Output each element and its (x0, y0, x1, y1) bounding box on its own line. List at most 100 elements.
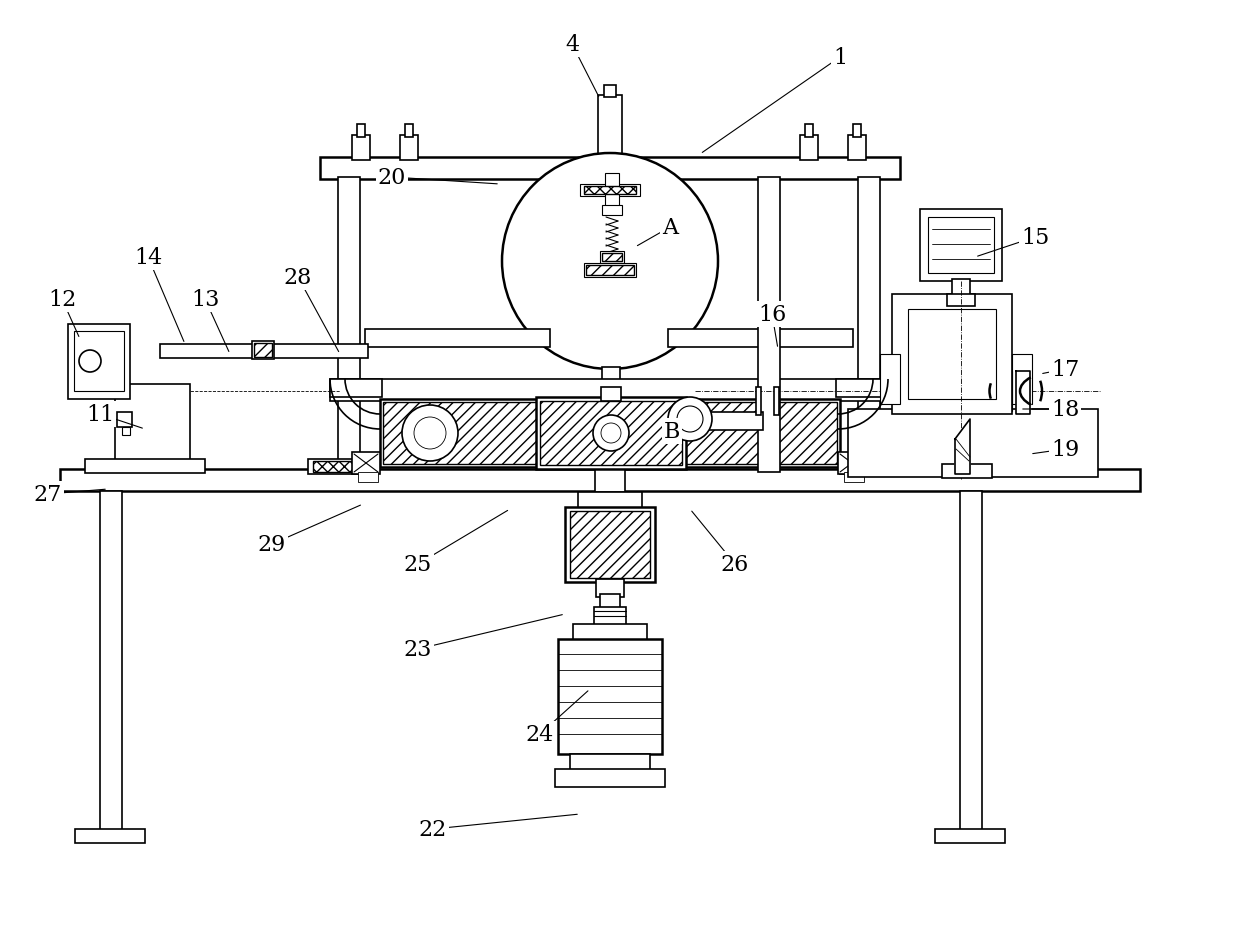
Text: 26: 26 (720, 553, 749, 576)
Bar (708, 413, 763, 430)
Text: 24: 24 (526, 723, 554, 745)
Bar (330, 379, 382, 397)
Circle shape (414, 417, 446, 449)
Bar (308, 460, 378, 475)
Circle shape (402, 406, 458, 462)
Bar (74, 331, 124, 392)
Text: 12: 12 (48, 289, 76, 311)
Bar (947, 295, 975, 307)
Bar (601, 206, 622, 216)
Text: 23: 23 (404, 638, 433, 660)
Circle shape (601, 424, 621, 444)
Text: 29: 29 (258, 533, 286, 555)
Bar (756, 388, 761, 415)
Bar (122, 428, 130, 435)
Bar (601, 254, 622, 261)
Bar (74, 829, 145, 843)
Text: 28: 28 (284, 267, 312, 289)
Bar (352, 136, 370, 160)
Text: 4: 4 (565, 34, 579, 56)
Bar (858, 177, 880, 473)
Bar (365, 329, 551, 347)
Bar (774, 388, 779, 415)
Bar (584, 187, 636, 194)
Bar (100, 492, 122, 841)
Bar (839, 460, 910, 475)
Bar (853, 125, 861, 138)
Text: 13: 13 (191, 289, 219, 311)
Text: 25: 25 (404, 553, 432, 576)
Bar (578, 493, 642, 511)
Bar (115, 384, 190, 469)
Bar (668, 329, 853, 347)
Bar (565, 508, 655, 582)
Polygon shape (1016, 372, 1030, 414)
Bar (1012, 355, 1032, 405)
Bar (952, 279, 970, 297)
Bar (605, 174, 619, 209)
Text: 16: 16 (758, 304, 786, 326)
Polygon shape (955, 419, 970, 475)
Bar (379, 399, 839, 467)
Bar (758, 177, 780, 473)
Bar (160, 345, 368, 359)
Bar (892, 295, 1012, 414)
Bar (568, 388, 653, 415)
Text: 22: 22 (419, 818, 448, 840)
Text: 1: 1 (833, 47, 847, 69)
Bar (572, 391, 650, 413)
Bar (352, 452, 379, 475)
Bar (942, 464, 992, 479)
Bar (339, 177, 360, 473)
Bar (252, 342, 274, 360)
Bar (558, 639, 662, 754)
Bar (848, 136, 866, 160)
Bar (536, 397, 686, 469)
Bar (604, 86, 616, 98)
Circle shape (677, 407, 703, 432)
Bar (587, 265, 634, 276)
Bar (60, 469, 1140, 492)
Circle shape (668, 397, 712, 442)
Bar (584, 263, 636, 278)
Bar (591, 156, 627, 166)
Bar (598, 96, 622, 156)
Bar (358, 473, 378, 482)
Bar (594, 607, 626, 628)
Bar (805, 125, 813, 138)
Bar (68, 325, 130, 399)
Bar (595, 467, 625, 493)
Bar (570, 754, 650, 772)
Bar (800, 136, 818, 160)
Bar (928, 218, 994, 274)
Bar (920, 210, 1002, 281)
Bar (836, 379, 888, 397)
Bar (844, 462, 905, 473)
Bar (908, 310, 996, 399)
Bar (401, 136, 418, 160)
Bar (600, 252, 624, 263)
Bar (570, 512, 650, 579)
Bar (601, 388, 621, 401)
Bar (86, 460, 205, 474)
Bar (838, 452, 866, 475)
Text: 18: 18 (1050, 398, 1079, 421)
Circle shape (593, 415, 629, 451)
Text: 19: 19 (1050, 439, 1079, 461)
Text: 17: 17 (1050, 359, 1079, 380)
Bar (573, 624, 647, 642)
Circle shape (79, 350, 100, 373)
Circle shape (502, 154, 718, 370)
Bar (539, 401, 682, 465)
Text: 20: 20 (378, 167, 407, 189)
Text: 15: 15 (1021, 227, 1049, 248)
Bar (117, 413, 131, 428)
Bar (601, 367, 620, 413)
Bar (960, 492, 982, 841)
Text: A: A (662, 217, 678, 239)
Bar (357, 125, 365, 138)
Bar (254, 344, 272, 358)
Text: 11: 11 (86, 404, 114, 426)
Text: 27: 27 (33, 483, 62, 505)
Bar (848, 410, 1097, 478)
